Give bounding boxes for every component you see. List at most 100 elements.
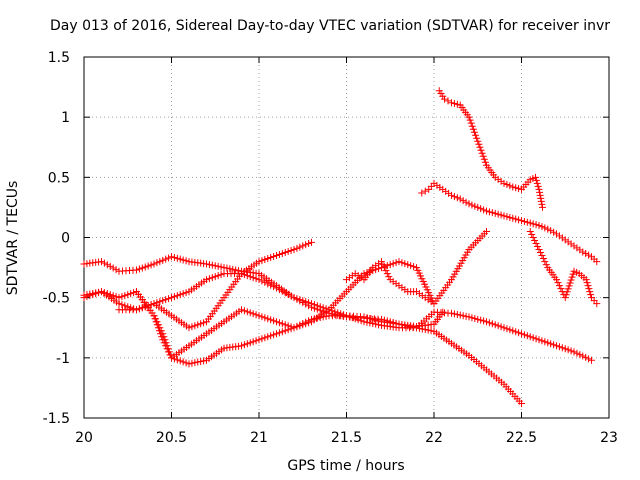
data-point <box>165 295 173 303</box>
data-point <box>471 315 479 323</box>
data-point <box>583 279 591 287</box>
data-point <box>211 273 219 281</box>
data-point <box>267 332 275 340</box>
data-point <box>547 340 555 348</box>
data-point <box>462 312 470 320</box>
data-point <box>536 191 544 199</box>
data-point <box>539 255 547 263</box>
data-point <box>430 300 438 308</box>
data-point <box>584 282 592 290</box>
x-tick-label: 22 <box>425 430 443 446</box>
data-point <box>214 262 222 270</box>
data-point <box>302 298 310 306</box>
data-point <box>503 213 511 221</box>
data-point <box>173 292 181 300</box>
data-point <box>509 214 517 222</box>
data-point <box>539 203 546 211</box>
data-point <box>115 300 123 308</box>
data-point <box>255 312 263 320</box>
data-point <box>299 297 307 305</box>
data-point <box>106 262 114 270</box>
data-point <box>83 291 91 299</box>
data-point <box>211 262 219 270</box>
data-point <box>488 209 496 217</box>
data-point <box>176 255 184 263</box>
data-point <box>585 285 593 293</box>
data-point <box>473 134 481 142</box>
data-point <box>217 263 225 271</box>
data-point <box>550 341 558 349</box>
data-point <box>238 342 245 350</box>
data-point <box>287 247 295 255</box>
data-point <box>246 309 254 317</box>
data-point <box>538 252 546 260</box>
data-point <box>389 260 397 268</box>
data-point <box>319 304 327 312</box>
data-point <box>474 315 482 323</box>
data-point <box>456 311 464 319</box>
data-point <box>112 266 120 274</box>
data-point <box>480 206 488 214</box>
data-point <box>557 285 565 293</box>
data-point <box>573 349 581 357</box>
data-point <box>296 322 304 330</box>
data-point <box>100 259 108 267</box>
data-point <box>95 288 103 296</box>
data-point <box>135 305 143 313</box>
data-point <box>156 298 164 306</box>
data-point <box>536 249 544 257</box>
data-marks <box>80 87 601 408</box>
data-point <box>529 220 537 228</box>
data-point <box>421 187 429 195</box>
data-point <box>296 243 304 251</box>
data-point <box>232 266 240 274</box>
data-point <box>579 352 587 360</box>
data-point <box>565 282 573 290</box>
data-point <box>264 255 272 263</box>
data-point <box>205 275 213 283</box>
data-point <box>159 330 167 338</box>
data-point <box>382 267 390 275</box>
data-point <box>127 290 135 298</box>
data-point <box>163 342 171 350</box>
data-point <box>576 351 584 359</box>
data-point <box>258 313 266 321</box>
data-point <box>448 99 455 107</box>
data-point <box>585 251 593 259</box>
y-tick-label: 0 <box>61 231 70 247</box>
data-point <box>267 254 275 262</box>
data-point <box>369 320 377 328</box>
data-point <box>544 225 552 233</box>
data-point <box>130 289 138 297</box>
data-point <box>582 276 590 284</box>
data-point <box>168 253 175 261</box>
data-point <box>194 358 202 366</box>
x-axis-label: GPS time / hours <box>287 458 404 474</box>
data-point <box>567 276 575 284</box>
data-point <box>290 246 298 254</box>
data-point <box>261 278 269 286</box>
data-point <box>240 307 248 315</box>
data-point <box>182 257 190 265</box>
data-point <box>103 290 111 298</box>
data-point <box>156 324 164 332</box>
data-point <box>252 311 260 319</box>
data-point <box>427 327 435 335</box>
data-point <box>520 331 528 339</box>
data-point <box>157 327 165 335</box>
data-point <box>278 320 286 328</box>
data-point <box>453 194 461 202</box>
series-trace-f <box>343 258 438 308</box>
data-point <box>532 221 540 229</box>
data-point <box>261 334 269 342</box>
data-point <box>316 303 324 311</box>
data-point <box>159 256 167 264</box>
data-point <box>240 341 248 349</box>
data-point <box>160 333 168 341</box>
data-point <box>118 293 126 301</box>
data-point <box>535 221 543 229</box>
data-point <box>541 258 549 266</box>
data-point <box>153 318 161 326</box>
data-point <box>235 267 243 275</box>
